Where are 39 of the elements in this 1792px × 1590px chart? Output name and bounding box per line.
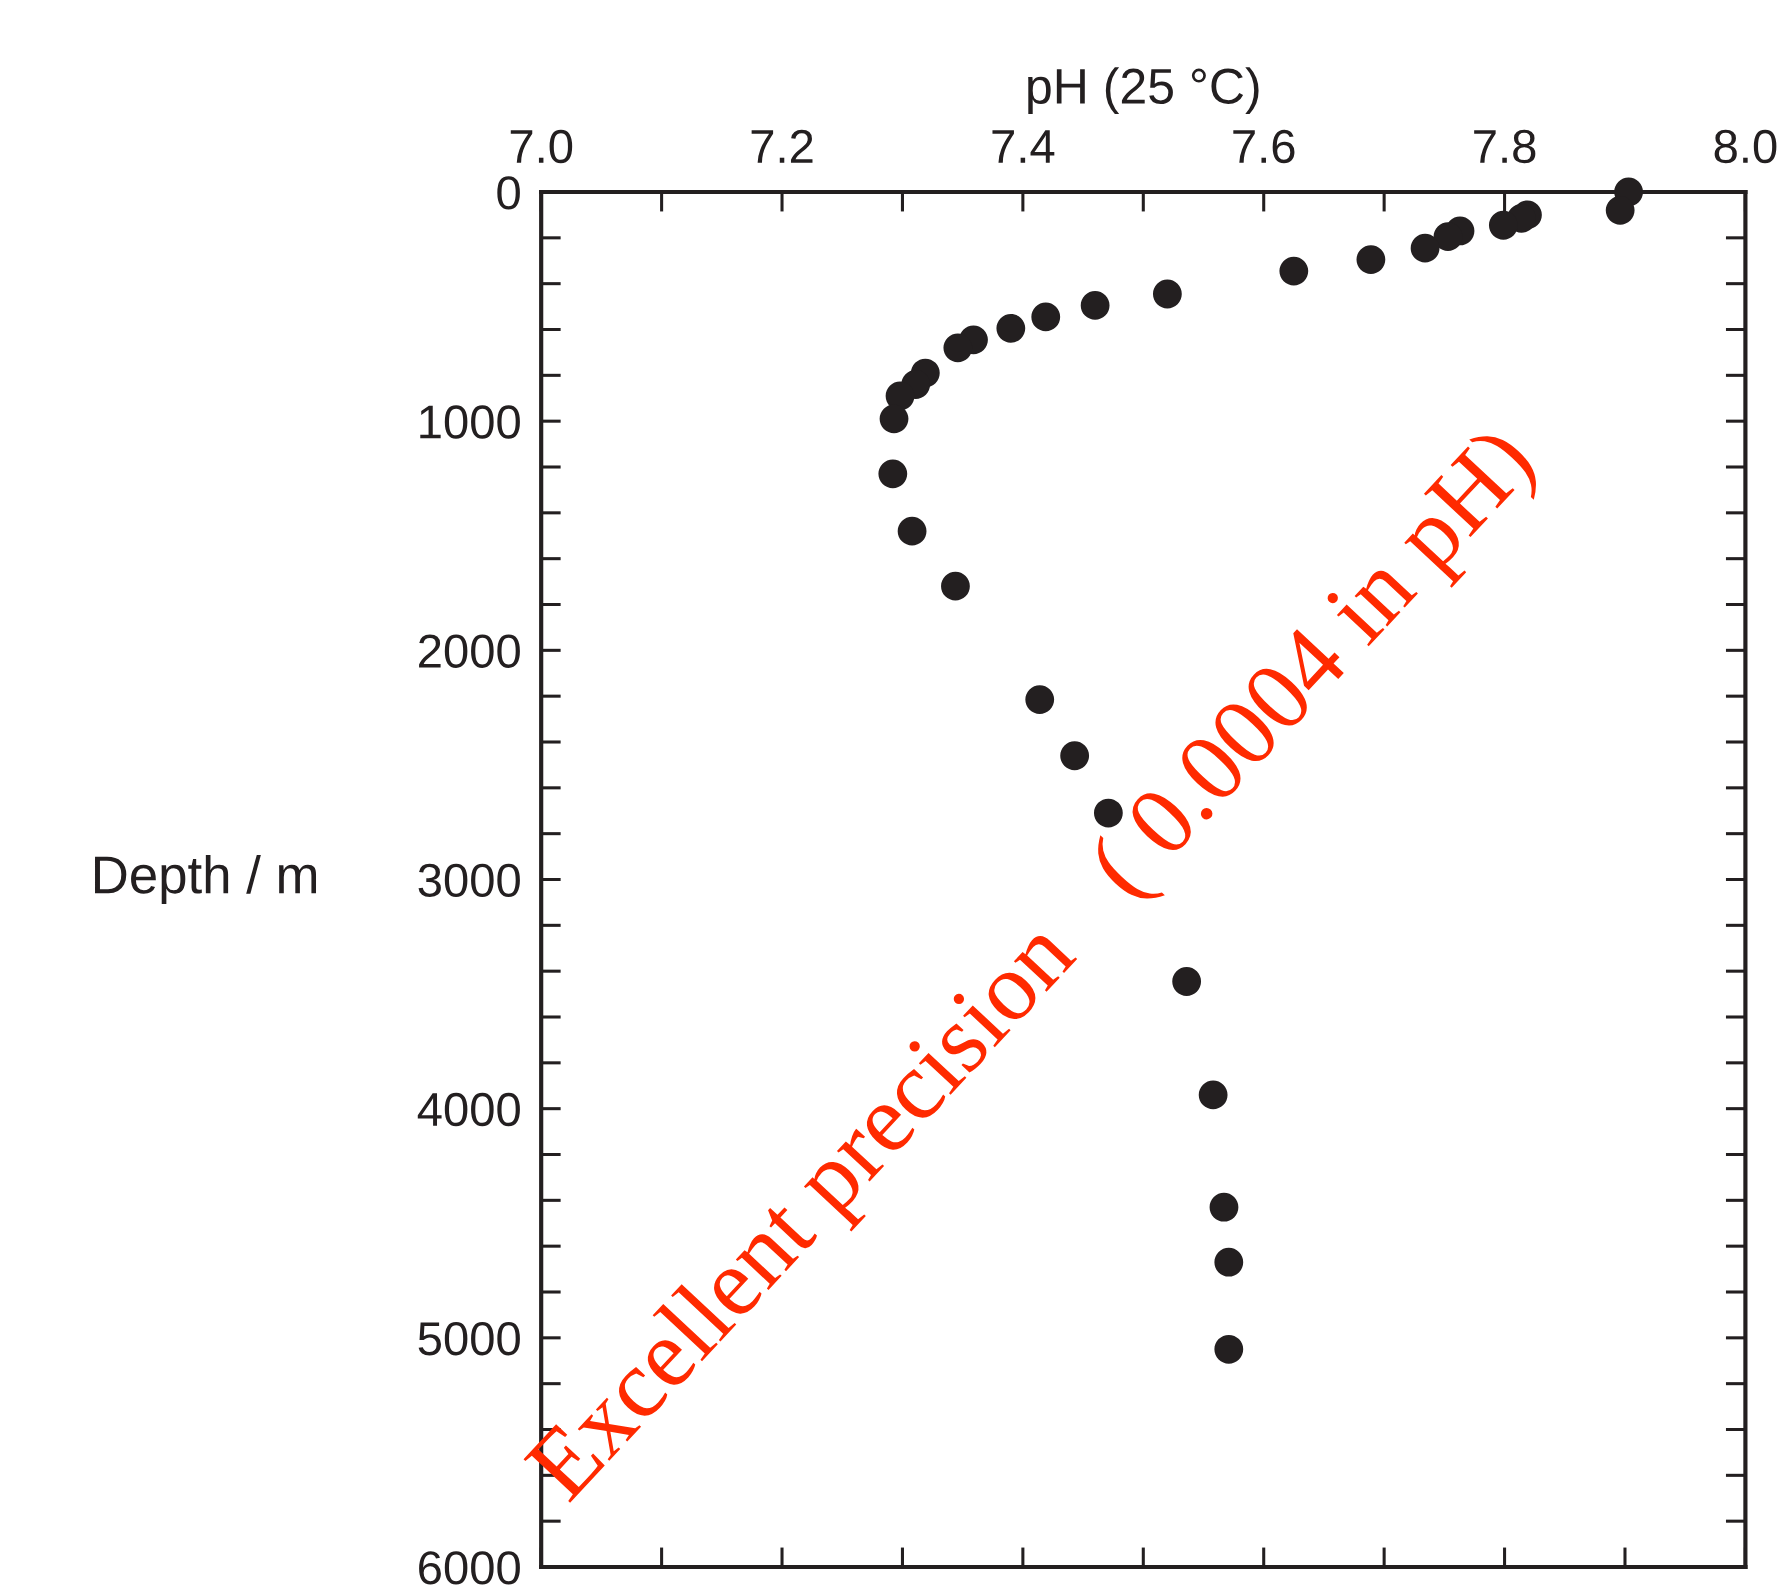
point: [1605, 195, 1635, 225]
point: [1093, 798, 1123, 828]
point: [1214, 1247, 1244, 1277]
point: [897, 516, 927, 546]
point: [1031, 302, 1061, 332]
x-tick-label: 7.8: [1474, 129, 1536, 164]
point: [1209, 1192, 1239, 1222]
y-tick-label: 6000: [419, 1551, 520, 1585]
y-tick-label: 5000: [418, 1321, 520, 1356]
point: [1279, 256, 1309, 286]
x-tick-label: 7.6: [1233, 129, 1295, 164]
point: [879, 404, 909, 434]
y-tick-label: 0: [497, 176, 520, 210]
point: [1060, 741, 1090, 771]
y-tick-label: 2000: [419, 634, 520, 668]
point: [943, 333, 973, 363]
x-tick-label: 7.2: [751, 129, 813, 163]
point: [941, 571, 970, 601]
point: [885, 381, 915, 411]
point: [1198, 1080, 1228, 1110]
point: [1488, 210, 1518, 240]
y-tick-label: 3000: [418, 863, 520, 898]
x-tick-label: 7.0: [510, 129, 573, 164]
point: [1152, 279, 1182, 309]
y-tick-label: 4000: [417, 1092, 520, 1127]
point: [1025, 685, 1055, 714]
point: [996, 313, 1026, 343]
point: [1214, 1334, 1244, 1364]
y-tick-label: 1000: [420, 405, 520, 439]
x-tick-label: 7.4: [992, 130, 1055, 163]
point: [1356, 245, 1386, 274]
x-tick-label: 8.0: [1714, 129, 1777, 164]
y-axis-title: Depth / m: [95, 854, 317, 905]
point: [1080, 291, 1110, 320]
point: [1410, 233, 1440, 263]
point: [1172, 967, 1202, 996]
x-axis-title: pH (25 °C): [1028, 67, 1259, 114]
point: [878, 459, 908, 489]
point: [1433, 222, 1463, 252]
